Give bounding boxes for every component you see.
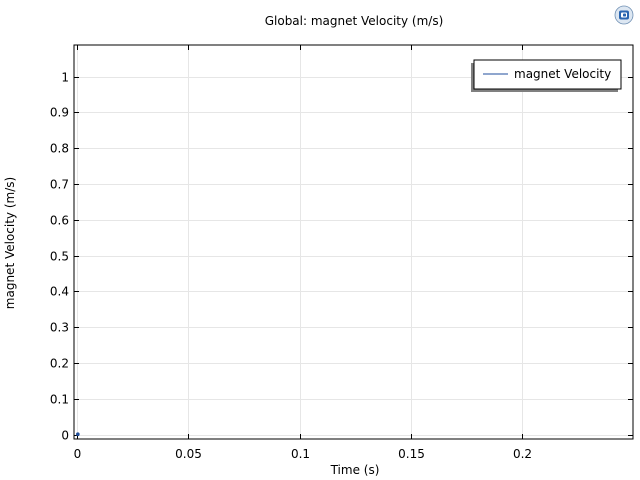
y-axis-label: magnet Velocity (m/s): [3, 177, 17, 309]
axis-tick-labels: 0 0.05 0.1 0.15 0.2 0 0.1 0.2 0.3 0.4 0.5 0.6 0.7 0.8…: [50, 71, 532, 462]
data-point: [76, 432, 80, 437]
y-tick-label: 0.6: [50, 214, 69, 228]
y-tick-label: 0.3: [50, 321, 69, 335]
y-tick-label: 0.7: [50, 178, 69, 192]
x-tick-label: 0.1: [291, 447, 310, 461]
legend-series-label: magnet Velocity: [514, 67, 611, 81]
y-tick-label: 0.4: [50, 285, 69, 299]
chart-title: Global: magnet Velocity (m/s): [265, 14, 444, 28]
axis-ticks: [74, 45, 633, 439]
y-tick-label: 1: [61, 71, 69, 85]
series-layer: [76, 432, 80, 437]
y-tick-label: 0.9: [50, 106, 69, 120]
x-tick-label: 0.2: [513, 447, 532, 461]
x-tick-label: 0: [74, 447, 82, 461]
app-logo-icon: [614, 5, 634, 25]
plot-frame: [73, 44, 634, 440]
x-tick-label: 0.05: [175, 447, 202, 461]
grid: [74, 45, 633, 439]
y-tick-label: 0.8: [50, 142, 69, 156]
legend: magnet Velocity: [471, 59, 622, 92]
x-axis-label: Time (s): [330, 463, 380, 477]
y-tick-label: 0.1: [50, 393, 69, 407]
x-tick-label: 0.15: [398, 447, 425, 461]
y-tick-label: 0.5: [50, 250, 69, 264]
y-tick-label: 0.2: [50, 357, 69, 371]
y-tick-label: 0: [61, 429, 69, 443]
